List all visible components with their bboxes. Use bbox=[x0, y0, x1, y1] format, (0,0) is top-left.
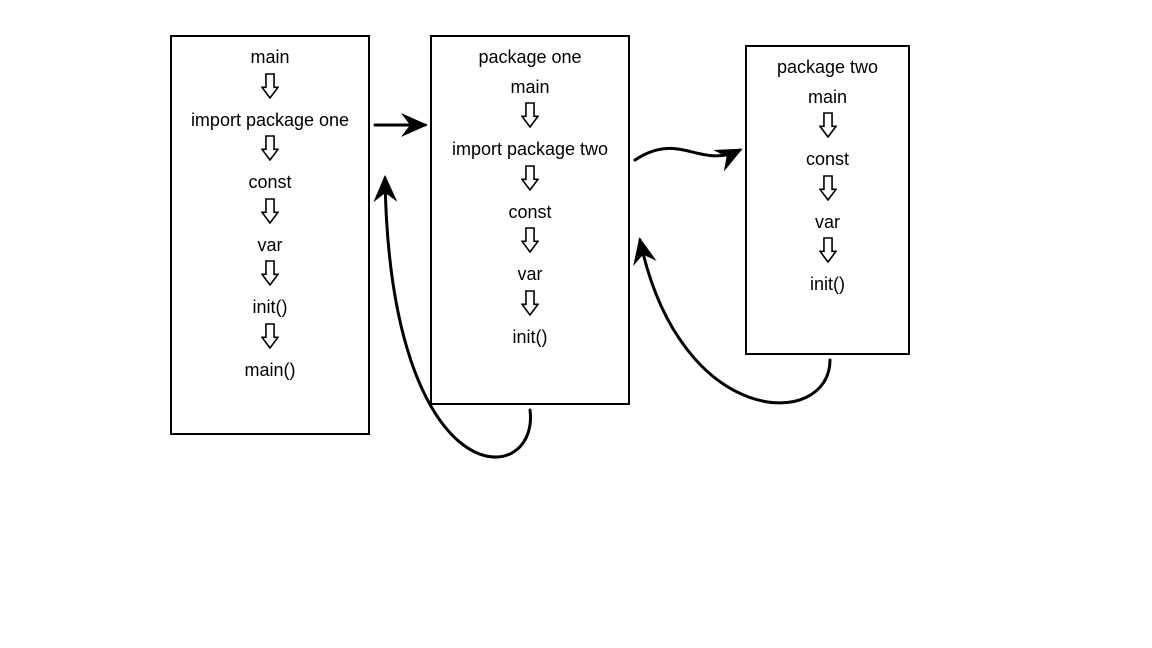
step-label: import package one bbox=[191, 110, 349, 132]
step-label: var bbox=[517, 264, 542, 286]
arrow-down-icon bbox=[261, 73, 279, 104]
step-label: import package two bbox=[452, 139, 608, 161]
diagram-canvas: main import package one const var init()… bbox=[0, 0, 1152, 648]
step-label: main bbox=[250, 47, 289, 69]
box-main: main import package one const var init()… bbox=[170, 35, 370, 435]
arrow-down-icon bbox=[521, 102, 539, 133]
arrow-down-icon bbox=[521, 165, 539, 196]
step-label: var bbox=[257, 235, 282, 257]
arrow-down-icon bbox=[819, 112, 837, 143]
step-label: init() bbox=[810, 274, 845, 296]
arrow-down-icon bbox=[261, 198, 279, 229]
step-label: init() bbox=[513, 327, 548, 349]
arrow-down-icon bbox=[819, 237, 837, 268]
box-package-two: package two main const var init() bbox=[745, 45, 910, 355]
arrow-down-icon bbox=[261, 135, 279, 166]
step-label: const bbox=[248, 172, 291, 194]
step-label: const bbox=[806, 149, 849, 171]
arrow-down-icon bbox=[521, 290, 539, 321]
step-label: var bbox=[815, 212, 840, 234]
step-label: const bbox=[508, 202, 551, 224]
step-label: package one bbox=[478, 47, 581, 69]
arrow-down-icon bbox=[819, 175, 837, 206]
step-label: package two bbox=[777, 57, 878, 79]
step-label: main() bbox=[244, 360, 295, 382]
arrow-down-icon bbox=[261, 323, 279, 354]
box-package-one: package one main import package two cons… bbox=[430, 35, 630, 405]
step-label: main bbox=[510, 77, 549, 99]
step-label: main bbox=[808, 87, 847, 109]
arrow-down-icon bbox=[261, 260, 279, 291]
arrow-down-icon bbox=[521, 227, 539, 258]
connector-c2-forward bbox=[635, 148, 740, 160]
step-label: init() bbox=[253, 297, 288, 319]
